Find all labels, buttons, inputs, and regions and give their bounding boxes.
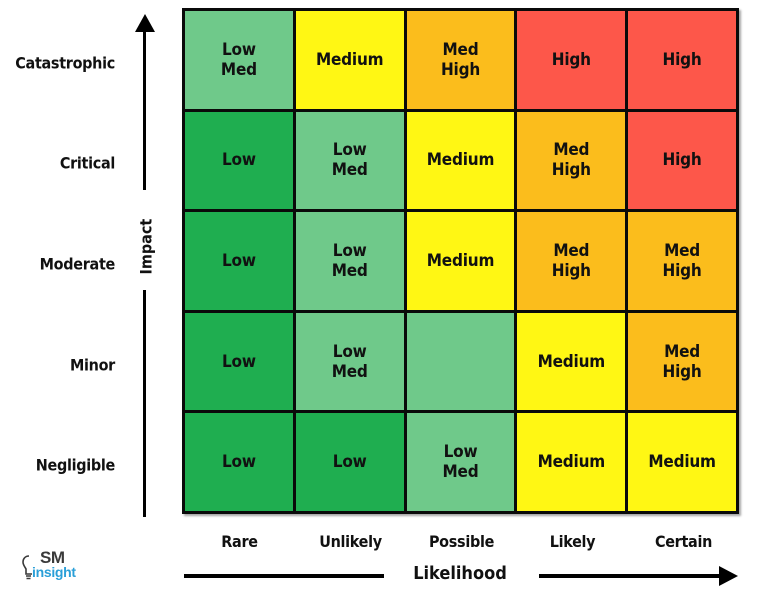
impact-axis-arrow-head-icon <box>135 14 155 32</box>
cell-moderate-certain: Med High <box>628 212 736 310</box>
cell-minor-certain: Med High <box>628 312 736 411</box>
cell-critical-rare: Low <box>185 111 293 210</box>
cell-catastrophic-certain: High <box>628 11 736 109</box>
cell-negligible-unlikely: Low <box>295 413 404 511</box>
row-label-critical: Critical <box>59 153 115 173</box>
logo-insight-text: insight <box>32 564 76 580</box>
row-label-negligible: Negligible <box>35 455 116 475</box>
impact-axis-line-upper <box>143 30 146 190</box>
cell-critical-likely: Med High <box>517 111 626 210</box>
cell-minor-unlikely: Low Med <box>295 312 404 411</box>
cell-negligible-rare: Low <box>185 413 293 511</box>
cell-negligible-certain: Medium <box>628 413 736 511</box>
cell-catastrophic-unlikely: Medium <box>295 11 404 109</box>
impact-axis-label: Impact <box>136 218 156 275</box>
cell-minor-possible <box>406 312 515 411</box>
cell-moderate-rare: Low <box>185 212 293 310</box>
lightbulb-icon <box>22 555 32 580</box>
likelihood-axis-arrow-head-icon <box>719 566 738 586</box>
logo-sm-text: SM <box>40 548 65 567</box>
col-label-unlikely: Unlikely <box>319 532 382 551</box>
cell-critical-certain: High <box>628 111 736 210</box>
cell-negligible-possible: Low Med <box>406 413 515 511</box>
col-label-possible: Possible <box>428 532 495 551</box>
cell-catastrophic-likely: High <box>517 11 626 109</box>
risk-matrix-grid: Low Med Medium Med High High High Low Lo… <box>182 8 739 514</box>
col-label-certain: Certain <box>654 532 713 551</box>
cell-negligible-likely: Medium <box>517 413 626 511</box>
cell-moderate-possible: Medium <box>406 212 515 310</box>
likelihood-axis-line-right <box>539 574 721 578</box>
sm-insight-logo: SM insight <box>20 548 82 588</box>
cell-minor-rare: Low <box>185 312 293 411</box>
row-label-catastrophic: Catastrophic <box>15 53 115 73</box>
cell-moderate-unlikely: Low Med <box>295 212 404 310</box>
cell-moderate-likely: Med High <box>517 212 626 310</box>
cell-critical-possible: Medium <box>406 111 515 210</box>
cell-minor-likely: Medium <box>517 312 626 411</box>
likelihood-axis-label: Likelihood <box>413 563 507 584</box>
row-label-minor: Minor <box>69 355 115 375</box>
row-label-moderate: Moderate <box>39 254 116 274</box>
col-label-rare: Rare <box>221 532 258 551</box>
cell-critical-unlikely: Low Med <box>295 111 404 210</box>
likelihood-axis-line-left <box>184 574 384 578</box>
col-label-likely: Likely <box>549 532 596 551</box>
cell-catastrophic-rare: Low Med <box>185 11 293 109</box>
impact-axis-line-lower <box>143 290 146 517</box>
cell-catastrophic-possible: Med High <box>406 11 515 109</box>
